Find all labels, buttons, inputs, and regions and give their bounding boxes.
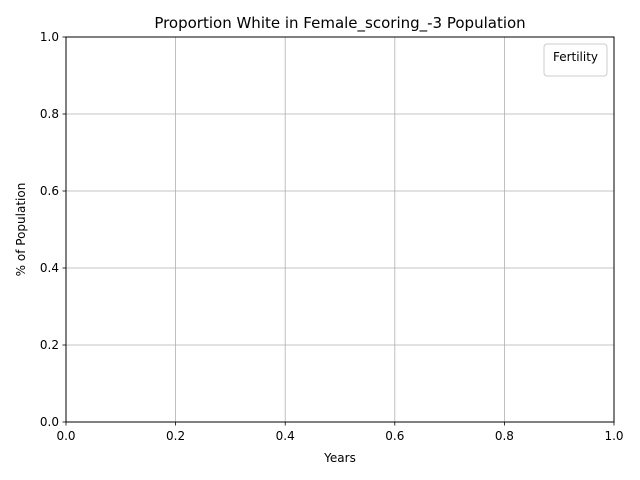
x-axis-label: Years xyxy=(323,451,356,465)
y-tick-label: 1.0 xyxy=(40,30,59,44)
y-tick-label: 0.8 xyxy=(40,107,59,121)
legend: Fertility xyxy=(543,43,608,77)
axis-ticks: 0.0 0.2 0.4 0.6 0.8 1.0 0.0 0.2 0.4 0.6 0.8 1.0 xyxy=(40,30,624,443)
x-tick-label: 0.4 xyxy=(276,429,295,443)
x-tick-label: 1.0 xyxy=(604,429,623,443)
x-tick-label: 0.0 xyxy=(56,429,75,443)
y-tick-label: 0.6 xyxy=(40,184,59,198)
x-tick-label: 0.2 xyxy=(166,429,185,443)
y-tick-label: 0.0 xyxy=(40,415,59,429)
legend-box xyxy=(543,43,608,77)
x-tick-label: 0.8 xyxy=(495,429,514,443)
y-tick-label: 0.2 xyxy=(40,338,59,352)
x-tick-label: 0.6 xyxy=(385,429,404,443)
grid-lines xyxy=(65,36,615,423)
chart-title: Proportion White in Female_scoring_-3 Po… xyxy=(154,14,525,33)
y-axis-label: % of Population xyxy=(14,183,28,277)
y-tick-label: 0.4 xyxy=(40,261,59,275)
plot-frame xyxy=(65,36,615,423)
legend-title: Fertility xyxy=(553,50,598,64)
